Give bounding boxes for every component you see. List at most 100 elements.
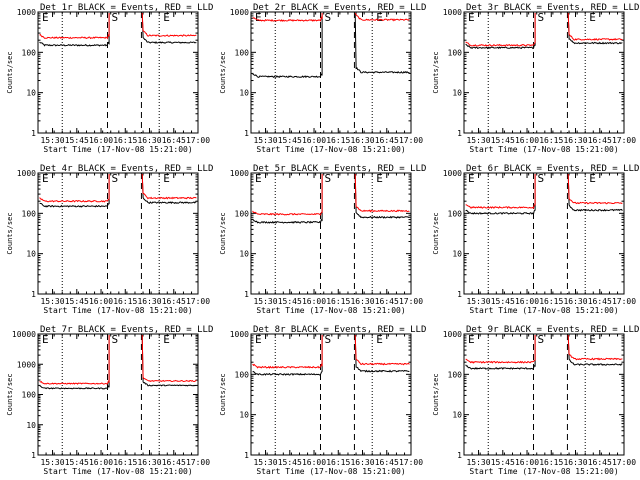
y-tick-label: 10 xyxy=(239,250,249,259)
lld-curve xyxy=(354,334,410,366)
events-curve xyxy=(465,174,536,215)
events-curve xyxy=(465,335,536,370)
events-curve xyxy=(354,12,410,74)
detector-panel: Det 6r BLACK = Events, RED = LLD 1 10 100 10… xyxy=(432,164,639,315)
x-tick-label: 15:45 xyxy=(278,297,302,306)
y-tick-label: 100 xyxy=(448,48,463,57)
y-tick-label: 1 xyxy=(244,129,249,138)
x-tick-label: 16:00 xyxy=(302,297,326,306)
x-tick-label: 16:30 xyxy=(137,458,161,467)
x-tick-label: 15:30 xyxy=(40,297,64,306)
plot-frame xyxy=(463,333,625,456)
detector-panel: Det 4r BLACK = Events, RED = LLD 1 10 100 10… xyxy=(6,164,213,315)
detector-panel: Det 8r BLACK = Events, RED = LLD 1 10 100 10… xyxy=(219,325,426,476)
panel-title: Det 2r BLACK = Events, RED = LLD xyxy=(253,3,426,13)
y-tick-label: 10000 xyxy=(12,330,36,339)
x-tick-label: 17:00 xyxy=(612,297,636,306)
plot-frame xyxy=(37,172,199,295)
y-tick-label: 100 xyxy=(448,370,463,379)
s-marker-label: S xyxy=(111,172,118,185)
y-tick-label: 100 xyxy=(22,209,37,218)
panel-title: Det 8r BLACK = Events, RED = LLD xyxy=(253,325,426,335)
x-axis-label: Start Time (17-Nov-08 15:21:00) xyxy=(43,467,192,476)
x-tick-label: 15:30 xyxy=(40,136,64,145)
e-marker-label: E xyxy=(468,333,475,346)
x-tick-label: 16:45 xyxy=(162,297,186,306)
plot-frame xyxy=(463,172,625,295)
e-marker-label: E xyxy=(163,333,170,346)
y-tick-label: 1000 xyxy=(230,330,249,339)
plot-frame xyxy=(37,11,199,134)
detector-panel: Det 7r BLACK = Events, RED = LLD 1 10 100 10… xyxy=(6,325,213,476)
panel-title: Det 7r BLACK = Events, RED = LLD xyxy=(40,325,213,335)
panel-title: Det 1r BLACK = Events, RED = LLD xyxy=(40,3,213,13)
x-tick-label: 16:00 xyxy=(89,136,113,145)
x-tick-label: 16:00 xyxy=(515,136,539,145)
x-tick-label: 16:00 xyxy=(89,297,113,306)
plot-frame xyxy=(250,11,412,134)
y-tick-label: 1 xyxy=(244,290,249,299)
x-tick-label: 17:00 xyxy=(399,136,423,145)
x-tick-label: 16:45 xyxy=(375,297,399,306)
s-marker-label: S xyxy=(324,172,331,185)
y-tick-label: 1000 xyxy=(17,8,36,17)
lld-curve xyxy=(465,335,536,364)
x-tick-label: 16:15 xyxy=(113,458,137,467)
events-curve xyxy=(252,335,323,376)
x-axis-label: Start Time (17-Nov-08 15:21:00) xyxy=(43,306,192,315)
x-tick-label: 16:45 xyxy=(375,136,399,145)
detector-panel: Det 5r BLACK = Events, RED = LLD 1 10 100 10… xyxy=(219,164,426,315)
e-marker-label: E xyxy=(42,11,49,24)
panel-title: Det 9r BLACK = Events, RED = LLD xyxy=(466,325,639,335)
lld-curve xyxy=(567,173,623,205)
plot-frame xyxy=(463,11,625,134)
x-tick-label: 15:30 xyxy=(466,458,490,467)
x-tick-label: 17:00 xyxy=(399,458,423,467)
y-tick-label: 10 xyxy=(26,421,36,430)
events-curve xyxy=(39,335,110,390)
s-marker-label: S xyxy=(111,333,118,346)
e-marker-label: E xyxy=(163,11,170,24)
x-tick-label: 15:45 xyxy=(278,136,302,145)
x-axis-label: Start Time (17-Nov-08 15:21:00) xyxy=(256,145,405,154)
lld-curve xyxy=(141,173,197,200)
y-tick-label: 10 xyxy=(452,89,462,98)
y-tick-label: 100 xyxy=(235,370,250,379)
x-tick-label: 16:00 xyxy=(515,297,539,306)
y-tick-label: 1000 xyxy=(443,8,462,17)
lld-curve xyxy=(39,335,110,385)
y-tick-label: 100 xyxy=(235,209,250,218)
panel-title: Det 5r BLACK = Events, RED = LLD xyxy=(253,164,426,174)
x-tick-label: 17:00 xyxy=(612,136,636,145)
x-tick-label: 16:00 xyxy=(89,458,113,467)
y-axis-label: Counts/sec xyxy=(6,51,14,93)
y-axis-label: Counts/sec xyxy=(432,51,440,93)
e-marker-label: E xyxy=(255,172,262,185)
x-tick-label: 16:00 xyxy=(515,458,539,467)
x-tick-label: 16:30 xyxy=(350,297,374,306)
x-axis-label: Start Time (17-Nov-08 15:21:00) xyxy=(469,145,618,154)
x-tick-label: 16:30 xyxy=(350,136,374,145)
e-marker-label: E xyxy=(255,11,262,24)
y-tick-label: 1 xyxy=(457,129,462,138)
e-marker-label: E xyxy=(376,172,383,185)
x-tick-label: 16:00 xyxy=(302,136,326,145)
y-tick-label: 1 xyxy=(31,129,36,138)
x-tick-label: 15:30 xyxy=(466,136,490,145)
x-tick-label: 16:45 xyxy=(162,458,186,467)
x-tick-label: 16:45 xyxy=(375,458,399,467)
s-marker-label: S xyxy=(111,11,118,24)
lld-curve xyxy=(252,174,323,216)
x-axis-label: Start Time (17-Nov-08 15:21:00) xyxy=(469,467,618,476)
y-axis-label: Counts/sec xyxy=(219,373,227,415)
x-tick-label: 17:00 xyxy=(612,458,636,467)
lld-curve xyxy=(141,12,197,37)
y-tick-label: 1 xyxy=(457,451,462,460)
e-marker-label: E xyxy=(255,333,262,346)
e-marker-label: E xyxy=(589,333,596,346)
y-tick-label: 10 xyxy=(239,89,249,98)
x-tick-label: 17:00 xyxy=(186,136,210,145)
x-tick-label: 16:45 xyxy=(162,136,186,145)
y-tick-label: 1000 xyxy=(17,169,36,178)
